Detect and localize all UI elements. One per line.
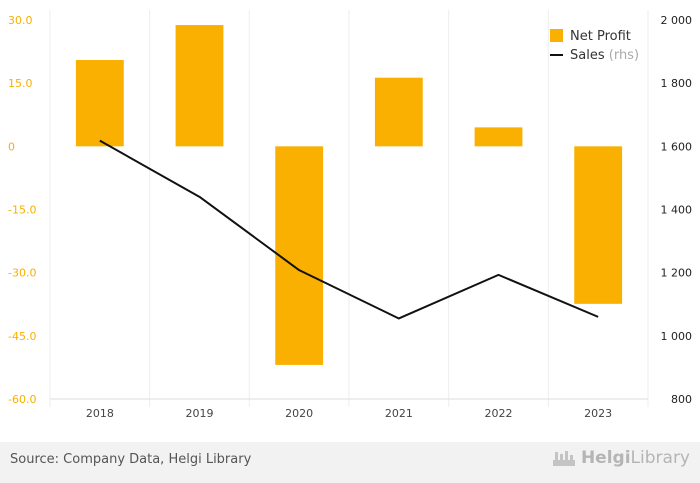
right-tick-label: 1 200	[661, 267, 693, 280]
right-tick-label: 1 600	[661, 140, 693, 153]
bar-net-profit-2019	[175, 25, 224, 147]
bar-net-profit-2020	[275, 146, 324, 365]
right-tick-label: 1 400	[661, 204, 693, 217]
bar-net-profit-2023	[574, 146, 623, 304]
x-tick-label: 2020	[285, 407, 313, 420]
left-tick-label: 15.0	[8, 77, 33, 90]
category-separators	[49, 10, 649, 407]
left-tick-label: -45.0	[8, 330, 36, 343]
right-tick-label: 1 000	[661, 330, 693, 343]
legend-sales-label: Sales (rhs)	[570, 48, 639, 63]
helgi-library-logo-icon	[552, 451, 575, 466]
x-tick-label: 2023	[584, 407, 612, 420]
chart: 30.0 15.0 0 -15.0 -30.0 -45.0 -60.0 2 000 1 800…	[8, 10, 693, 420]
left-tick-label: 0	[8, 140, 15, 153]
bar-net-profit-2022	[474, 127, 523, 147]
right-tick-label: 1 800	[661, 77, 693, 90]
brand-name: HelgiLibrary	[581, 448, 690, 468]
brand-name-regular: Library	[630, 448, 690, 468]
legend-net-profit-swatch	[550, 29, 563, 42]
left-tick-label: -30.0	[8, 267, 36, 280]
right-axis: 2 000 1 800 1 600 1 400 1 200 1 000 800	[661, 14, 693, 406]
x-tick-label: 2021	[385, 407, 413, 420]
right-tick-label: 2 000	[661, 14, 693, 27]
brand-logo: HelgiLibrary	[551, 448, 690, 468]
bar-net-profit-2021	[374, 77, 423, 147]
bar-net-profit-2018	[75, 60, 124, 147]
legend: Net Profit Sales (rhs)	[550, 29, 639, 63]
source-note: Source: Company Data, Helgi Library	[10, 452, 252, 467]
x-tick-label: 2022	[485, 407, 513, 420]
left-tick-label: -60.0	[8, 393, 36, 406]
brand-name-bold: Helgi	[580, 448, 631, 468]
left-axis: 30.0 15.0 0 -15.0 -30.0 -45.0 -60.0	[8, 14, 36, 406]
x-axis: 2018 2019 2020 2021 2022 2023	[86, 407, 612, 420]
sales-line	[99, 139, 599, 320]
bars	[75, 25, 623, 365]
left-tick-label: 30.0	[8, 14, 33, 27]
x-tick-label: 2019	[186, 407, 214, 420]
x-tick-label: 2018	[86, 407, 114, 420]
legend-net-profit-label: Net Profit	[570, 29, 631, 44]
right-tick-label: 800	[671, 393, 692, 406]
footer: Source: Company Data, Helgi Library Helg…	[0, 442, 700, 483]
legend-sales-name: Sales	[570, 48, 605, 63]
legend-sales-suffix: (rhs)	[609, 48, 639, 63]
left-tick-label: -15.0	[8, 204, 36, 217]
